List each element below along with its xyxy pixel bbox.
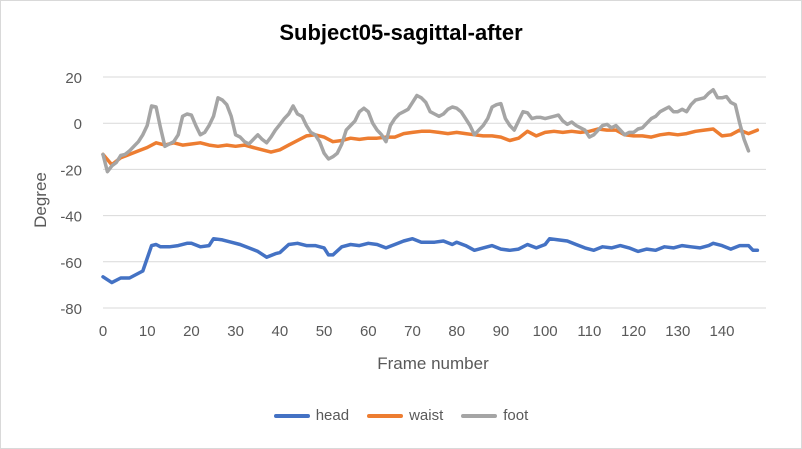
x-tick-label: 30 [227,323,244,340]
legend-label: foot [503,407,529,424]
x-tick-label: 130 [665,323,690,340]
grid-lines [103,76,766,309]
legend: head waist foot [0,407,802,424]
y-tick-label: -60 [60,255,82,272]
legend-item-waist: waist [367,407,443,424]
series-line-waist [101,127,760,167]
legend-swatch [461,413,498,418]
y-tick-label: -20 [60,162,82,179]
x-tick-label: 110 [577,323,601,340]
x-tick-label: 140 [709,323,734,340]
legend-swatch [367,413,404,418]
y-tick-label: 20 [65,70,82,87]
series-line-head [101,236,760,285]
y-tick-label: 0 [74,116,82,133]
chart-title: Subject05-sagittal-after [279,20,523,45]
y-axis-label: Degree [31,172,50,228]
x-tick-label: 60 [360,323,377,340]
y-axis-tick-labels: -80 -60 -40 -20 0 20 [60,70,82,318]
x-tick-label: 70 [404,323,421,340]
legend-item-head: head [273,407,350,424]
x-tick-label: 90 [493,323,510,340]
x-tick-label: 20 [183,323,200,340]
x-tick-label: 0 [99,323,107,340]
x-tick-label: 120 [621,323,646,340]
legend-swatch [273,413,310,418]
x-tick-label: 10 [139,323,156,340]
series-layer [101,87,760,285]
y-tick-label: -40 [60,209,82,226]
x-tick-label: 50 [316,323,333,340]
x-axis-tick-labels: 0 10 20 30 40 50 60 70 80 90 100 110 120 130 140 [99,323,735,340]
x-tick-label: 80 [448,323,465,340]
series-line-foot [101,87,751,174]
legend-item-foot: foot [461,407,528,424]
legend-label: head [315,407,350,424]
x-tick-label: 100 [533,323,558,340]
x-axis-label: Frame number [377,354,489,373]
legend-label: waist [409,407,444,424]
y-tick-label: -80 [60,301,82,318]
x-tick-label: 40 [272,323,289,340]
